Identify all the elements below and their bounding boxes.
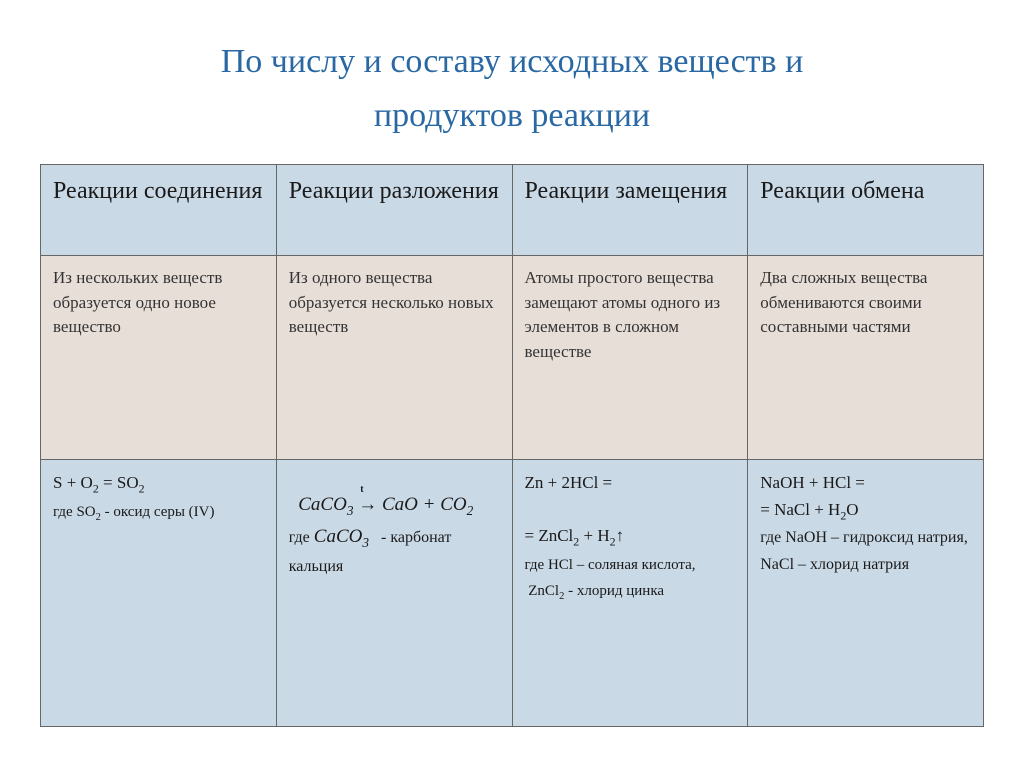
reactions-table: Реакции соединения Реакции разложения Ре… (40, 164, 984, 727)
col-header-3: Реакции обмена (748, 164, 984, 255)
col-desc-3: Два сложных вещества обмениваются своими… (748, 255, 984, 459)
table-desc-row: Из нескольких веществ образуется одно но… (41, 255, 984, 459)
col-desc-2: Атомы простого вещества замещают атомы о… (512, 255, 748, 459)
col-header-2: Реакции замещения (512, 164, 748, 255)
col-desc-0: Из нескольких веществ образуется одно но… (41, 255, 277, 459)
title-line-2: продуктов реакции (374, 97, 650, 134)
slide: По числу и составу исходных веществ и пр… (0, 0, 1024, 767)
col-desc-1: Из одного вещества образуется несколько … (276, 255, 512, 459)
col-example-2: Zn + 2HCl == ZnCl2 + H2↑где HCl – соляна… (512, 460, 748, 727)
title-line-1: По числу и составу исходных веществ и (221, 43, 804, 80)
col-example-0: S + O2 = SO2где SO2 - оксид серы (IV) (41, 460, 277, 727)
col-header-0: Реакции соединения (41, 164, 277, 255)
col-header-1: Реакции разложения (276, 164, 512, 255)
table-header-row: Реакции соединения Реакции разложения Ре… (41, 164, 984, 255)
col-example-1: CaCO3 →t CaO + CO2где CaCO3 - карбонат к… (276, 460, 512, 727)
table-example-row: S + O2 = SO2где SO2 - оксид серы (IV) Ca… (41, 460, 984, 727)
col-example-3: NaOH + HCl == NaCl + H2Oгде NaOH – гидро… (748, 460, 984, 727)
slide-title: По числу и составу исходных веществ и пр… (40, 35, 984, 144)
